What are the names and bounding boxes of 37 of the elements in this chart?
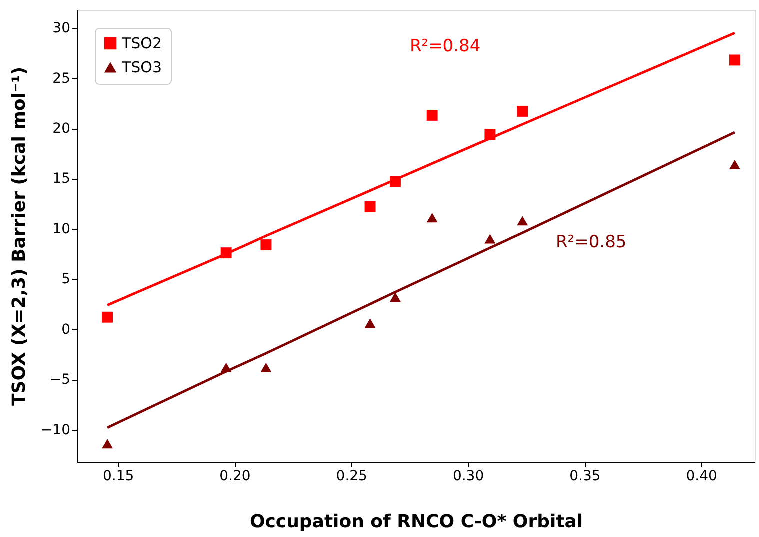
y-tick-label: −5 [50, 372, 70, 388]
line-series [106, 131, 736, 430]
x-tick-label: 0.20 [220, 468, 251, 484]
x-tick-label: 0.25 [336, 468, 368, 484]
y-tick-label: 5 [62, 272, 70, 288]
point [517, 106, 528, 117]
x-tick-label: 0.35 [570, 468, 601, 484]
x-tick-label: 0.30 [452, 468, 484, 484]
point [729, 54, 740, 66]
point [364, 201, 376, 212]
point [102, 439, 114, 449]
y-axis-title: TSOX (X=2,3) Barrier (kcal mol⁻¹) [8, 66, 30, 406]
point [484, 234, 496, 244]
point [517, 216, 528, 226]
y-tick-label: 25 [52, 70, 70, 87]
y-tick-label: 10 [52, 221, 70, 238]
point [426, 213, 438, 223]
point [102, 312, 114, 323]
y-tick-label: 20 [52, 121, 70, 138]
y-tick-label: 15 [52, 171, 70, 188]
y-tick-label: −10 [40, 422, 70, 438]
annotation: R²=0.85 [556, 232, 627, 253]
legend-label: TSO2 [121, 34, 162, 52]
y-tick-label: 30 [52, 20, 70, 37]
legend-label: TSO3 [121, 58, 162, 76]
annotation: R²=0.84 [410, 36, 481, 56]
point [390, 292, 401, 302]
line-series [106, 32, 736, 307]
x-axis-title: Occupation of RNCO C-O* Orbital [250, 512, 584, 532]
x-tick-label: 0.40 [686, 468, 718, 484]
y-tick-label: 0 [62, 322, 70, 338]
point [364, 318, 376, 328]
point [426, 110, 438, 121]
point [260, 362, 272, 372]
x-tick-label: 0.15 [102, 468, 134, 484]
point [260, 240, 272, 251]
point [729, 160, 740, 170]
